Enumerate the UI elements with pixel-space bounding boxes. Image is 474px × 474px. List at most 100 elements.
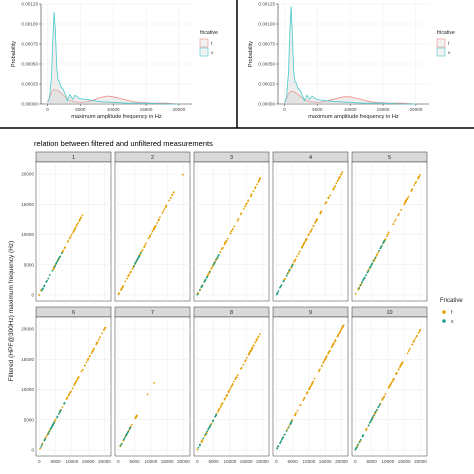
point-f [335, 182, 338, 185]
point-f [295, 412, 297, 414]
x-tick-label: 15000 [140, 107, 153, 112]
point-f [219, 251, 222, 254]
point-f [248, 352, 251, 354]
point-f [313, 377, 316, 380]
point-x [213, 262, 215, 265]
point-f [239, 213, 242, 216]
point-f [237, 218, 240, 220]
point-f [318, 368, 321, 371]
point-f [252, 344, 255, 347]
point-x [201, 284, 204, 287]
point-x [41, 287, 44, 290]
point-x [52, 423, 55, 426]
point-f [386, 235, 388, 238]
facet-panel-9: 9 0 5000 10000 15000 20000 [272, 306, 348, 464]
point-f [140, 250, 143, 253]
point-f [85, 361, 88, 364]
facet-legend-label-f: f [451, 310, 453, 316]
x-tick-label: 5000 [366, 459, 377, 464]
point-f [310, 229, 313, 232]
point-x [138, 254, 141, 257]
x-tick-label: 15000 [82, 459, 95, 464]
point-f [257, 335, 260, 338]
facet-panel-10: 10 0 5000 10000 15000 20000 [351, 306, 427, 464]
bottom-section: relation between filtered and unfiltered… [8, 139, 463, 464]
point-f [407, 349, 410, 352]
point-f [333, 341, 336, 343]
point-f [382, 396, 385, 399]
y-tick-label: 0.00025 [21, 82, 38, 87]
point-f [245, 356, 248, 359]
point-x [120, 442, 123, 445]
point-f [162, 210, 165, 213]
point-f [414, 182, 417, 185]
y-tick-label: 10000 [21, 387, 34, 392]
point-x [204, 433, 207, 435]
point-x [54, 264, 56, 267]
point-x [209, 424, 212, 427]
x-tick-label: 5000 [312, 107, 323, 112]
density-area-x [284, 6, 416, 104]
point-f [77, 222, 79, 225]
point-x [51, 269, 54, 272]
facet-panel-5: 5 [351, 151, 428, 302]
point-x [58, 411, 61, 414]
point-f [151, 230, 154, 233]
facet-strip-label: 2 [151, 155, 154, 161]
point-f [88, 355, 91, 358]
point-f [296, 409, 299, 412]
point-x [128, 428, 131, 430]
point-x [123, 437, 126, 439]
point-x [53, 422, 55, 424]
point-f [299, 404, 302, 406]
point-f [131, 267, 134, 270]
x-tick-label: 10000 [107, 107, 120, 112]
facet-panel-1: 1 0 5000 10000 15000 20000 [21, 151, 112, 302]
point-x [378, 249, 380, 252]
point-x [206, 430, 209, 433]
point-x [212, 419, 215, 422]
point-f [81, 214, 84, 217]
point-f [90, 352, 93, 355]
point-x [378, 403, 381, 406]
point-x [376, 408, 379, 411]
point-f [86, 359, 89, 361]
point-x [203, 281, 206, 283]
x-tick-label: 20000 [172, 107, 185, 112]
x-tick-label: 20000 [335, 459, 348, 464]
point-f [312, 380, 315, 383]
point-x [216, 256, 219, 259]
point-f [415, 180, 418, 183]
point-f [397, 214, 400, 217]
point-x [41, 443, 43, 446]
point-f [416, 334, 419, 337]
point-f [74, 382, 76, 385]
x-tick-label: 5000 [129, 459, 140, 464]
point-f [389, 383, 392, 386]
point-x [125, 434, 128, 437]
point-f [391, 381, 393, 383]
point-f [72, 230, 75, 233]
point-f [130, 423, 133, 426]
x-tick-label: 20000 [409, 107, 422, 112]
point-f [121, 285, 124, 288]
point-f [407, 195, 410, 198]
top-section: 0 5000 10000 15000 20000 0.00000 0.00025 0.0005… [0, 0, 474, 129]
legend-key-x [199, 47, 209, 57]
legend-key-f [199, 38, 209, 48]
y-tick-label: 0.00100 [258, 22, 275, 27]
point-f [145, 242, 147, 245]
point-x [43, 285, 46, 288]
point-f [39, 289, 42, 292]
y-tick-label: 20000 [21, 172, 34, 177]
point-f [231, 383, 234, 386]
point-f [414, 337, 417, 340]
point-f [400, 209, 403, 211]
point-f [127, 274, 130, 276]
point-f [163, 208, 166, 210]
point-x [47, 277, 50, 280]
point-f [388, 385, 391, 387]
point-f [298, 250, 301, 253]
point-f [77, 376, 80, 378]
y-tick-label: 0.00000 [21, 102, 38, 107]
